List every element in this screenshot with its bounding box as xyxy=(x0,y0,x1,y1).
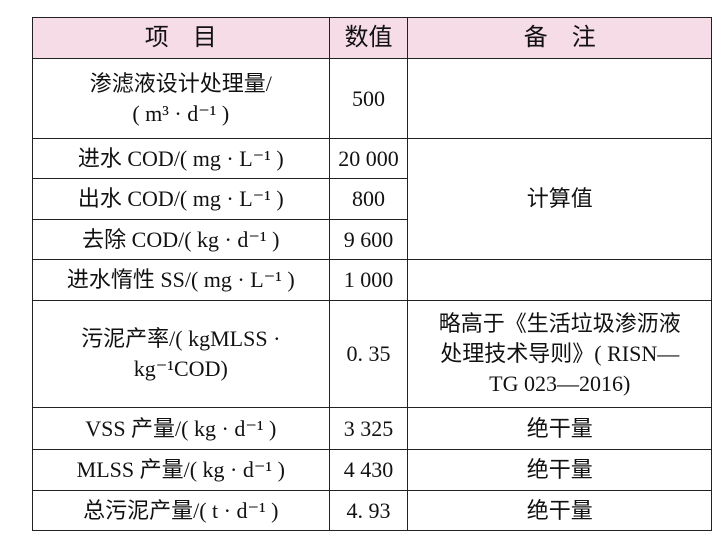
item-line: ( m³ · d⁻¹ ) xyxy=(132,100,230,126)
note-line: 处理技术导则》( RISN— xyxy=(440,341,680,366)
item-cell: 总污泥产量/( t · d⁻¹ ) xyxy=(32,490,330,531)
note-line: TG 023—2016) xyxy=(489,371,631,396)
note-cell: 绝干量 xyxy=(407,449,712,491)
note-cell: 略高于《生活垃圾渗沥液 处理技术导则》( RISN— TG 023—2016) xyxy=(407,300,712,408)
item-line: 污泥产率/( kgMLSS · xyxy=(81,326,281,351)
note-line: 略高于《生活垃圾渗沥液 xyxy=(438,311,681,336)
value-cell: 800 xyxy=(328,178,409,220)
header-cell: 备 注 xyxy=(407,17,712,59)
note-cell: 绝干量 xyxy=(407,490,712,531)
header-cell: 数值 xyxy=(328,17,409,59)
item-cell: MLSS 产量/( kg · d⁻¹ ) xyxy=(32,449,330,491)
item-cell: 进水惰性 SS/( mg · L⁻¹ ) xyxy=(32,259,330,301)
header-row: 项 目 数值 备 注 xyxy=(32,17,712,59)
item-cell: 出水 COD/( mg · L⁻¹ ) xyxy=(32,178,330,220)
note-cell: 绝干量 xyxy=(407,407,712,450)
value-cell: 500 xyxy=(328,58,409,139)
data-table: 项 目 数值 备 注 渗滤液设计处理量/ ( m³ · d⁻¹ ) 500 进水 C… xyxy=(32,17,712,531)
item-cell: 进水 COD/( mg · L⁻¹ ) xyxy=(32,138,330,179)
note-cell: 计算值 xyxy=(407,138,712,260)
item-cell: 渗滤液设计处理量/ ( m³ · d⁻¹ ) xyxy=(32,58,330,139)
item-cell: VSS 产量/( kg · d⁻¹ ) xyxy=(32,407,330,450)
value-cell: 4 430 xyxy=(328,449,409,491)
value-cell: 20 000 xyxy=(328,138,409,179)
value-cell: 3 325 xyxy=(328,407,409,450)
value-cell: 9 600 xyxy=(328,219,409,260)
note-cell xyxy=(407,58,712,139)
note-cell xyxy=(407,259,712,301)
item-line: 渗滤液设计处理量/ xyxy=(89,70,272,96)
item-line: kg⁻¹COD) xyxy=(133,356,228,381)
item-cell: 污泥产率/( kgMLSS · kg⁻¹COD) xyxy=(32,300,330,408)
value-cell: 1 000 xyxy=(328,259,409,301)
item-cell: 去除 COD/( kg · d⁻¹ ) xyxy=(32,219,330,260)
value-cell: 4. 93 xyxy=(328,490,409,531)
header-cell: 项 目 xyxy=(32,17,330,59)
value-cell: 0. 35 xyxy=(328,300,409,408)
